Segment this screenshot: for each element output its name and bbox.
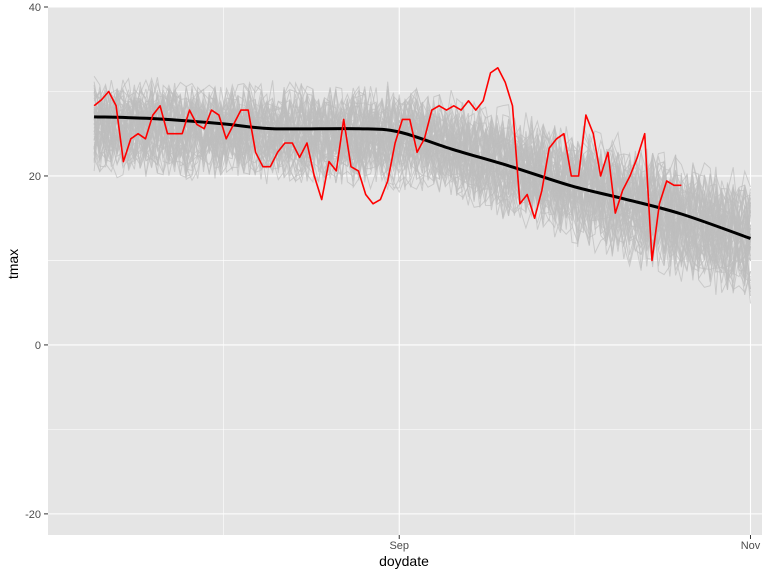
background-year-line xyxy=(93,111,751,294)
trend-line-group xyxy=(94,115,752,240)
background-year-line xyxy=(93,88,751,265)
x-tick-label: Nov xyxy=(741,540,761,552)
background-year-line xyxy=(93,77,751,251)
y-tick-label: 0 xyxy=(35,340,41,352)
trend-line xyxy=(94,115,752,240)
y-tick-label: 20 xyxy=(29,171,41,183)
x-axis-title: doydate xyxy=(379,553,429,569)
background-year-line xyxy=(93,94,751,284)
background-year-line xyxy=(93,96,751,273)
x-axis: Sep Nov xyxy=(389,535,761,552)
y-tick-label: -20 xyxy=(25,509,41,521)
highlighted-year-group xyxy=(93,67,682,262)
y-axis: -20 0 20 40 xyxy=(25,2,48,521)
background-year-line xyxy=(93,103,751,279)
highlighted-year-line xyxy=(93,67,682,262)
background-year-line xyxy=(93,110,751,297)
y-axis-title: tmax xyxy=(5,249,21,279)
y-tick-label: 40 xyxy=(29,2,41,14)
background-year-line xyxy=(93,122,751,295)
minor-gridlines xyxy=(48,7,762,535)
background-year-line xyxy=(93,108,751,296)
x-tick-label: Sep xyxy=(389,540,409,552)
background-year-lines xyxy=(93,75,751,304)
background-year-line xyxy=(93,81,751,261)
